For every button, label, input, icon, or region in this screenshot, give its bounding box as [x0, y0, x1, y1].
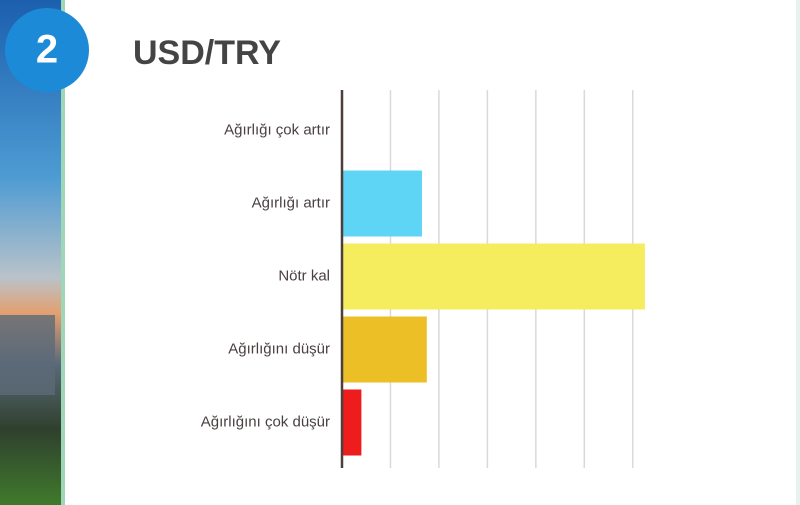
- bar: [342, 316, 427, 383]
- category-label: Ağırlığını düşür: [228, 340, 330, 357]
- category-label: Ağırlığı çok artır: [224, 121, 330, 138]
- panel-border: [61, 0, 65, 505]
- bar: [342, 389, 362, 456]
- panel-edge: [796, 0, 800, 505]
- category-label: Ağırlığını çok düşür: [201, 413, 330, 430]
- badge-number: 2: [36, 28, 58, 72]
- building: [0, 315, 55, 395]
- badge: [5, 8, 89, 92]
- bar: [342, 170, 422, 237]
- category-label: Ağırlığı artır: [252, 194, 330, 211]
- category-label: Nötr kal: [278, 267, 330, 284]
- bar: [342, 243, 645, 310]
- chart-title: USD/TRY: [133, 34, 281, 72]
